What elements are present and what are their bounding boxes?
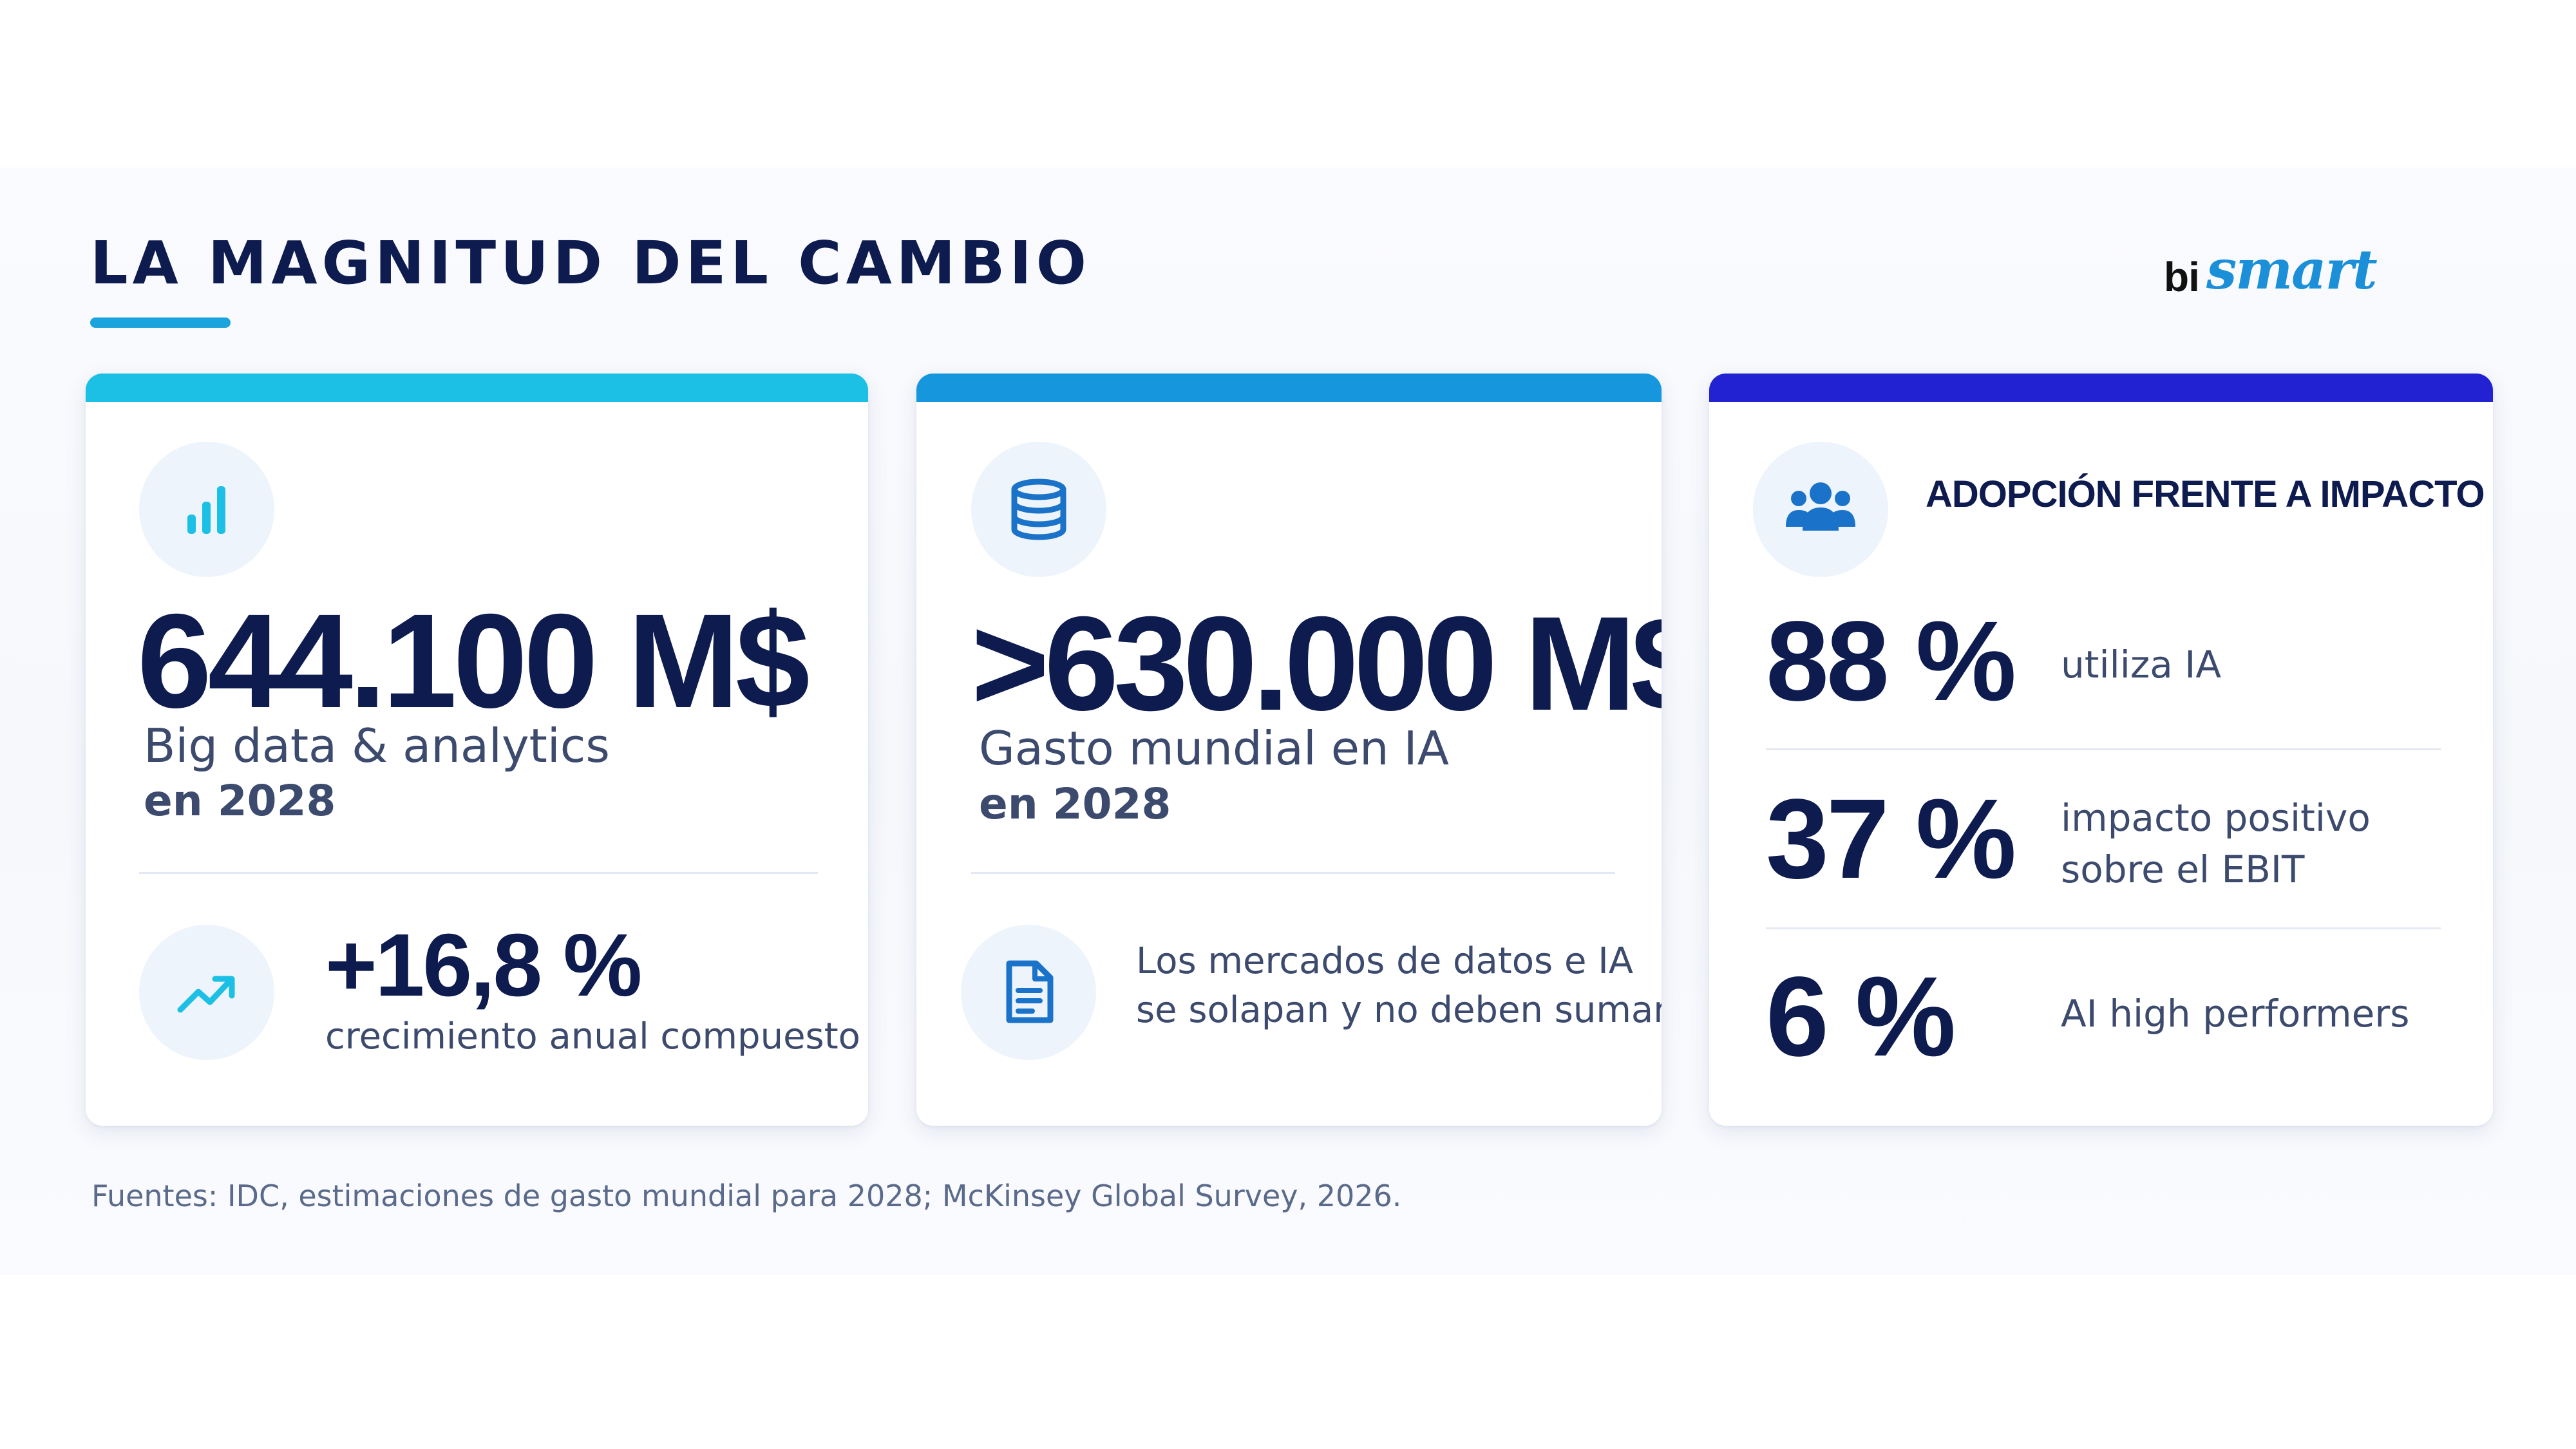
bar-chart-icon [139,442,274,577]
growth-label: crecimiento anual compuesto [325,1016,860,1057]
document-icon [961,925,1096,1060]
card-divider [971,872,1615,874]
stat-divider [1766,748,2441,750]
database-icon [971,442,1106,577]
card-accent-bar [916,374,1662,402]
stat-label-ebit-line2: sobre el EBIT [2061,848,2305,891]
card-divider [139,872,818,874]
logo-smart-text: smart [2206,238,2378,301]
overlap-note-line2: se solapan y no deben sumarse. [1136,989,1662,1031]
ai-spending-year: en 2028 [979,779,1171,829]
card-ai-spending: >630.000 M$ Gasto mundial en IA en 2028 … [916,374,1662,1126]
stat-label-uses-ai: utiliza IA [2061,643,2222,687]
trending-up-icon [139,925,274,1060]
stat-value-high-performers: 6 % [1766,954,1956,1080]
growth-value: +16,8 % [325,916,642,1015]
bismart-logo: bi smart [2164,229,2378,319]
logo-bi-text: bi [2164,254,2200,300]
ai-spending-label: Gasto mundial en IA [979,721,1450,775]
card-big-data: 644.100 M$ Big data & analytics en 2028 … [86,374,868,1126]
page-title: LA MAGNITUD DEL CAMBIO [90,229,1091,298]
stat-label-ebit-line1: impacto positivo [2061,796,2371,840]
card-adoption-impact: ADOPCIÓN FRENTE A IMPACTO 88 % utiliza I… [1709,374,2493,1126]
big-data-year: en 2028 [144,776,336,826]
users-icon [1753,442,1888,577]
sources-footnote: Fuentes: IDC, estimaciones de gasto mund… [91,1179,1402,1213]
ai-spending-value: >630.000 M$ [971,589,1662,739]
big-data-value: 644.100 M$ [137,587,810,736]
card-accent-bar [86,374,868,402]
big-data-label: Big data & analytics [144,719,610,773]
card-accent-bar [1709,374,2493,402]
adoption-heading: ADOPCIÓN FRENTE A IMPACTO [1926,473,2485,515]
stat-divider [1766,927,2441,929]
overlap-note-line1: Los mercados de datos e IA [1136,940,1634,982]
stat-value-ebit: 37 % [1766,776,2016,902]
stat-label-high-performers: AI high performers [2061,992,2410,1036]
stat-value-uses-ai: 88 % [1766,598,2016,724]
title-underline [90,317,231,328]
